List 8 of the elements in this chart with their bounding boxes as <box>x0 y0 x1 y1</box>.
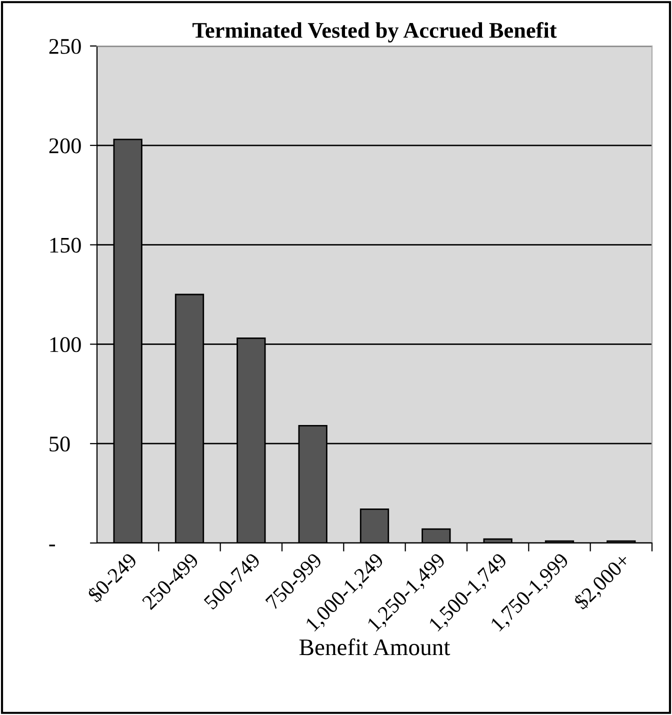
y-tick-label: - <box>49 544 55 546</box>
x-axis-title: Benefit Amount <box>299 638 450 656</box>
y-tick-label: 150 <box>50 238 81 253</box>
y-tick-label: 50 <box>50 436 70 452</box>
chart-title: Terminated Vested by Accrued Benefit <box>192 22 557 42</box>
y-tick-label: 100 <box>50 337 81 352</box>
y-tick-label: 250 <box>49 38 81 54</box>
y-tick-label: 200 <box>49 138 81 154</box>
